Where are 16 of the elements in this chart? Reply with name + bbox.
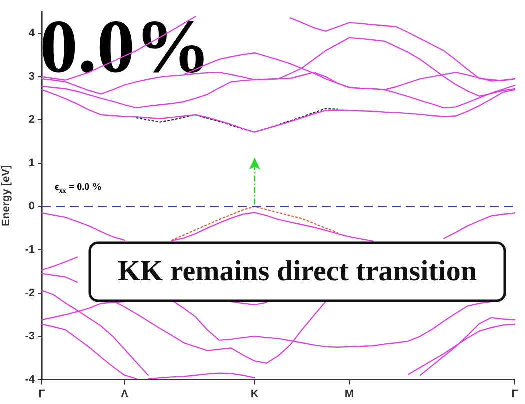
annotation: KK remains direct transition xyxy=(118,255,477,288)
y-tick-label: 1 xyxy=(28,157,35,170)
y-tick-label: -3 xyxy=(25,330,35,343)
y-tick-label: 4 xyxy=(28,28,36,40)
x-tick-label: M xyxy=(344,388,354,400)
y-tick-label: -1 xyxy=(25,244,35,256)
x-tick-label: K xyxy=(250,388,259,400)
y-tick-label: -4 xyxy=(25,374,36,386)
y-tick-label: 2 xyxy=(28,114,35,126)
y-tick-label: -2 xyxy=(25,287,35,300)
x-tick-label: Γ xyxy=(512,388,519,400)
x-tick-label: Γ xyxy=(38,388,46,400)
y-tick-label: 0 xyxy=(28,200,35,213)
y-tick-label: 3 xyxy=(28,70,35,83)
x-tick-label: Λ xyxy=(121,388,130,400)
y-axis-title: Energy [eV] xyxy=(0,165,13,226)
